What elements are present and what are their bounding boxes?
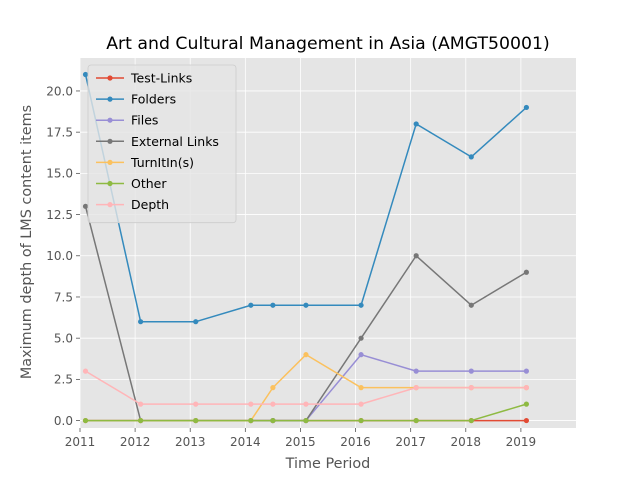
legend-marker [107, 180, 113, 187]
data-point-other [303, 417, 309, 424]
data-point-folders [413, 121, 419, 127]
x-tick-label: 2015 [285, 435, 316, 449]
legend-marker [107, 75, 113, 81]
y-tick-label: 12.5 [46, 208, 73, 222]
legend-label: External Links [131, 134, 219, 149]
legend-item-turnitin-s: TurnItIn(s) [96, 155, 194, 170]
legend-label: Test-Links [130, 71, 192, 86]
data-point-test-links [523, 417, 530, 424]
legend-label: TurnItIn(s) [130, 155, 194, 170]
data-point-depth [193, 401, 199, 407]
series-line-depth [85, 370, 527, 405]
data-point-external-links [523, 269, 530, 275]
data-point-folders [270, 302, 276, 308]
legend-marker [107, 159, 113, 165]
data-point-external-links [468, 302, 474, 308]
x-tick-label: 2017 [395, 435, 426, 449]
data-point-other [138, 417, 144, 424]
data-point-folders [82, 71, 89, 78]
legend-item-folders: Folders [96, 92, 176, 107]
data-point-other [270, 417, 276, 424]
legend-label: Folders [131, 92, 176, 107]
legend-item-other: Other [96, 176, 167, 191]
data-point-files [523, 368, 530, 374]
legend-item-external-links: External Links [96, 134, 219, 149]
x-tick-label: 2019 [506, 435, 537, 449]
legend-item-test-links: Test-Links [96, 71, 192, 86]
legend-box [87, 64, 237, 224]
x-tick-label: 2011 [65, 435, 96, 449]
x-axis-label: Time Period [285, 456, 371, 472]
chart-title: Art and Cultural Management in Asia (AMG… [106, 34, 550, 54]
y-tick-label: 10.0 [46, 249, 73, 263]
legend-item-depth: Depth [96, 197, 169, 212]
series-line-folders [84, 74, 527, 323]
data-point-folders [468, 154, 474, 160]
data-point-depth [413, 385, 419, 391]
data-point-external-links [358, 335, 364, 341]
x-tick-label: 2012 [120, 435, 151, 449]
data-point-files [413, 368, 419, 374]
legend-label: Files [131, 113, 158, 128]
data-point-turnitin-s [358, 385, 364, 391]
data-point-other [413, 417, 419, 424]
legend-item-files: Files [96, 113, 158, 128]
data-point-folders [358, 302, 364, 308]
data-point-depth [303, 401, 309, 407]
data-point-other [468, 417, 474, 424]
x-tick-label: 2018 [451, 435, 482, 449]
series-line-other [85, 403, 527, 422]
data-point-other [248, 417, 254, 424]
legend: Test-Links Folders Files External Links Turn… [87, 64, 237, 224]
grid-lines [79, 58, 576, 428]
legend-marker [107, 202, 113, 208]
data-point-depth [358, 401, 364, 407]
data-point-other [82, 417, 89, 424]
x-tick-label: 2016 [340, 435, 371, 449]
y-axis-label: Maximum depth of LMS content items [19, 105, 35, 379]
legend-marker [107, 117, 113, 123]
x-tick-label: 2013 [175, 435, 206, 449]
data-point-depth [468, 385, 474, 391]
y-tick-label: 0.0 [54, 414, 73, 428]
data-point-turnitin-s [303, 352, 309, 358]
y-tick-label: 7.5 [54, 290, 73, 304]
data-point-other [358, 417, 364, 424]
y-tick-label: 5.0 [54, 331, 73, 345]
data-point-depth [248, 401, 254, 407]
data-point-depth [138, 401, 144, 407]
data-point-folders [138, 319, 144, 325]
data-point-other [193, 417, 199, 424]
series-depth [82, 368, 530, 407]
legend-label: Depth [131, 197, 169, 212]
legend-marker [107, 138, 113, 144]
y-tick-label: 2.5 [54, 373, 73, 387]
data-point-depth [82, 368, 89, 374]
x-tick-label: 2014 [230, 435, 261, 449]
data-point-folders [523, 104, 530, 111]
data-point-folders [303, 302, 309, 308]
x-axis-ticks: 2011 2012 2013 2014 2015 2016 2017 2018 2019 [65, 428, 536, 449]
series-folders [82, 71, 530, 325]
data-point-turnitin-s [270, 385, 276, 391]
data-series [82, 71, 530, 424]
data-point-folders [193, 319, 199, 325]
y-tick-label: 17.5 [46, 125, 73, 139]
data-point-external-links [413, 253, 419, 259]
data-point-other [523, 401, 530, 407]
legend-label: Other [131, 176, 167, 191]
data-point-depth [270, 401, 276, 407]
series-other [82, 401, 530, 424]
data-point-folders [248, 302, 254, 308]
data-point-depth [523, 385, 530, 391]
y-tick-label: 20.0 [46, 84, 73, 98]
legend-marker [107, 96, 113, 102]
data-point-files [468, 368, 474, 374]
data-point-files [358, 352, 364, 358]
y-tick-label: 15.0 [46, 167, 73, 181]
y-axis-ticks: 0.0 2.5 5.0 7.5 10.0 12.5 15.0 17.5 20.0 [46, 84, 80, 428]
data-point-external-links [82, 203, 89, 209]
